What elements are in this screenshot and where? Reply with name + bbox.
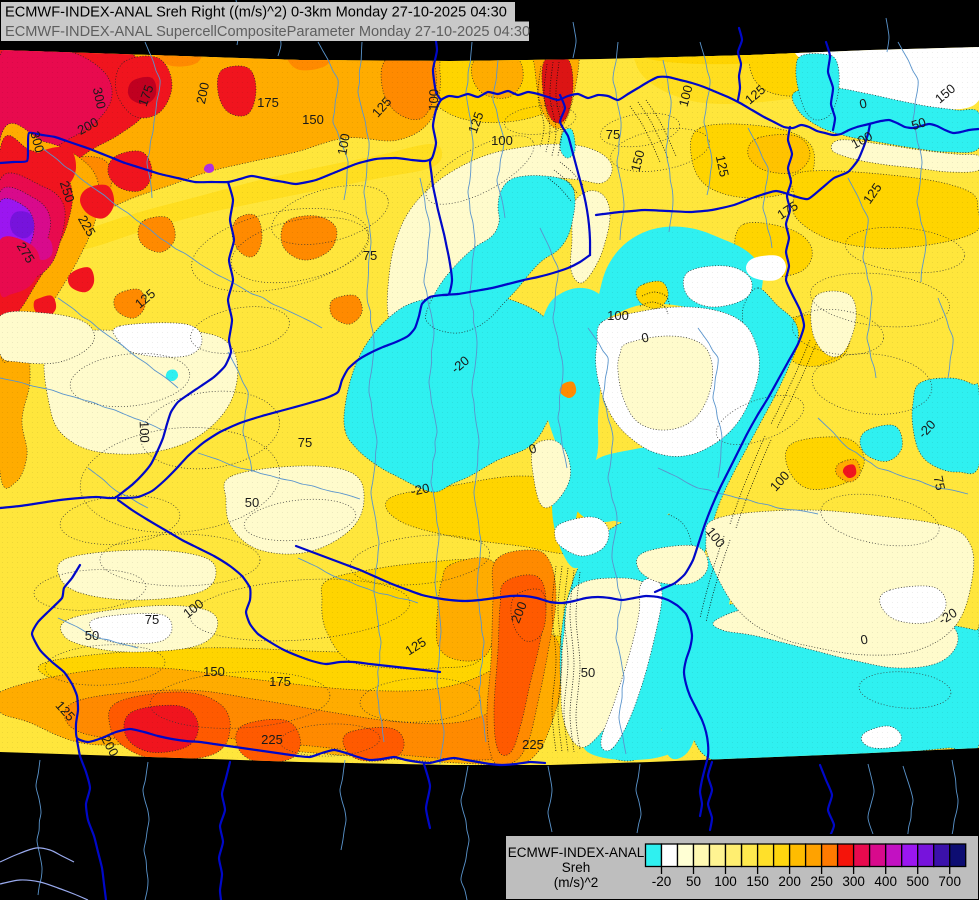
svg-text:0: 0 <box>640 330 650 346</box>
svg-text:100: 100 <box>676 83 696 108</box>
svg-text:150: 150 <box>302 112 324 127</box>
svg-text:200: 200 <box>193 81 212 105</box>
svg-text:175: 175 <box>269 674 291 689</box>
svg-text:50: 50 <box>85 628 99 643</box>
svg-text:50: 50 <box>581 665 595 680</box>
svg-text:50: 50 <box>909 114 927 133</box>
svg-text:Sreh: Sreh <box>562 860 591 875</box>
svg-text:100: 100 <box>607 308 629 323</box>
svg-text:250: 250 <box>57 179 78 204</box>
svg-text:500: 500 <box>906 874 929 889</box>
svg-text:(m/s)^2: (m/s)^2 <box>554 875 599 890</box>
svg-text:225: 225 <box>261 732 283 747</box>
svg-text:0: 0 <box>859 632 869 648</box>
svg-text:175: 175 <box>257 95 279 110</box>
svg-text:-20: -20 <box>409 480 431 499</box>
svg-text:0: 0 <box>858 96 868 112</box>
svg-text:175: 175 <box>135 83 157 109</box>
svg-text:75: 75 <box>363 248 377 263</box>
svg-text:75: 75 <box>931 474 949 491</box>
svg-text:100: 100 <box>137 421 153 443</box>
svg-text:ECMWF-INDEX-ANAL SupercellComp: ECMWF-INDEX-ANAL SupercellCompositeParam… <box>5 24 530 40</box>
svg-text:300: 300 <box>842 874 865 889</box>
svg-text:700: 700 <box>938 874 961 889</box>
svg-text:0: 0 <box>527 440 539 457</box>
svg-text:100: 100 <box>426 89 442 111</box>
svg-text:150: 150 <box>628 148 648 173</box>
svg-text:100: 100 <box>334 132 353 156</box>
svg-text:100: 100 <box>491 133 513 148</box>
svg-text:75: 75 <box>606 127 620 142</box>
svg-text:ECMWF-INDEX-ANAL: ECMWF-INDEX-ANAL <box>508 845 645 860</box>
svg-text:75: 75 <box>145 612 159 627</box>
svg-text:50: 50 <box>686 874 701 889</box>
svg-text:225: 225 <box>522 737 544 752</box>
svg-text:-20: -20 <box>652 874 672 889</box>
svg-text:125: 125 <box>713 154 732 178</box>
svg-text:50: 50 <box>245 495 259 510</box>
svg-text:250: 250 <box>810 874 833 889</box>
svg-text:100: 100 <box>714 874 737 889</box>
svg-text:125: 125 <box>465 110 487 136</box>
svg-text:200: 200 <box>778 874 801 889</box>
svg-text:300: 300 <box>27 129 47 154</box>
svg-text:150: 150 <box>203 664 225 679</box>
svg-text:75: 75 <box>298 435 312 450</box>
svg-text:ECMWF-INDEX-ANAL Sreh Right ((: ECMWF-INDEX-ANAL Sreh Right ((m/s)^2) 0-… <box>5 5 507 21</box>
svg-text:300: 300 <box>90 86 109 110</box>
svg-text:400: 400 <box>874 874 897 889</box>
svg-text:150: 150 <box>746 874 769 889</box>
